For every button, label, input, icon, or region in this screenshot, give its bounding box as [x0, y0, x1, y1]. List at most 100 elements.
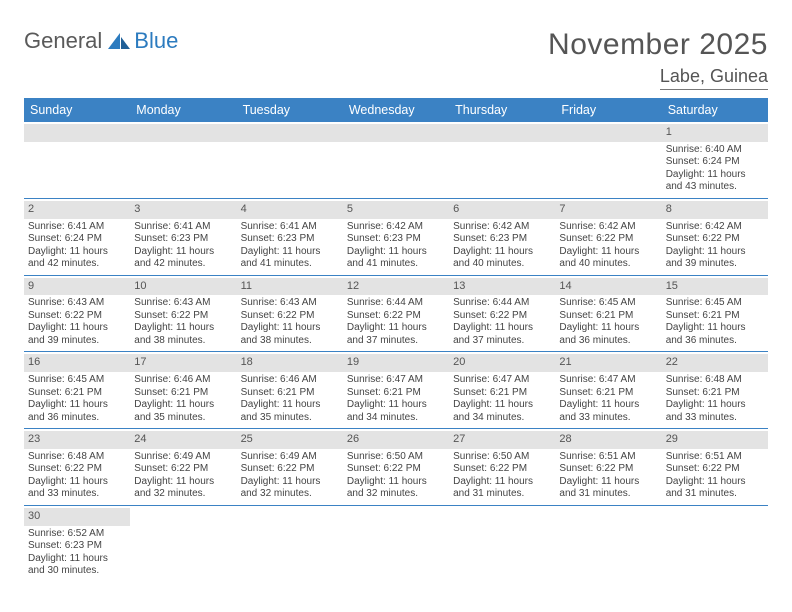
- day-number: 7: [555, 201, 661, 219]
- sunset-line: Sunset: 6:22 PM: [347, 310, 445, 323]
- calendar-cell: 1Sunrise: 6:40 AMSunset: 6:24 PMDaylight…: [662, 122, 768, 198]
- daylight-line-2: and 31 minutes.: [666, 488, 764, 501]
- sunrise-line: Sunrise: 6:45 AM: [666, 297, 764, 310]
- daylight-line-2: and 33 minutes.: [28, 488, 126, 501]
- weekday-label: Thursday: [449, 98, 555, 122]
- daylight-line-1: Daylight: 11 hours: [453, 476, 551, 489]
- sunrise-line: Sunrise: 6:48 AM: [28, 451, 126, 464]
- weekday-label: Wednesday: [343, 98, 449, 122]
- sunset-line: Sunset: 6:23 PM: [241, 233, 339, 246]
- daylight-line-1: Daylight: 11 hours: [347, 399, 445, 412]
- month-title: November 2025: [548, 28, 768, 62]
- sunrise-line: Sunrise: 6:47 AM: [453, 374, 551, 387]
- daylight-line-2: and 34 minutes.: [453, 412, 551, 425]
- daylight-line-1: Daylight: 11 hours: [134, 246, 232, 259]
- sail-icon: [106, 31, 132, 51]
- calendar-week: 16Sunrise: 6:45 AMSunset: 6:21 PMDayligh…: [24, 352, 768, 429]
- sunrise-line: Sunrise: 6:41 AM: [28, 221, 126, 234]
- daylight-line-1: Daylight: 11 hours: [134, 322, 232, 335]
- calendar-cell: 9Sunrise: 6:43 AMSunset: 6:22 PMDaylight…: [24, 276, 130, 352]
- calendar-cell: 25Sunrise: 6:49 AMSunset: 6:22 PMDayligh…: [237, 429, 343, 505]
- sunrise-line: Sunrise: 6:43 AM: [241, 297, 339, 310]
- calendar-cell: 15Sunrise: 6:45 AMSunset: 6:21 PMDayligh…: [662, 276, 768, 352]
- sunset-line: Sunset: 6:24 PM: [28, 233, 126, 246]
- sunrise-line: Sunrise: 6:50 AM: [347, 451, 445, 464]
- day-number: 12: [343, 278, 449, 296]
- daylight-line-1: Daylight: 11 hours: [559, 246, 657, 259]
- day-number: 26: [343, 431, 449, 449]
- sunset-line: Sunset: 6:21 PM: [666, 310, 764, 323]
- daylight-line-2: and 31 minutes.: [559, 488, 657, 501]
- sunset-line: Sunset: 6:22 PM: [28, 463, 126, 476]
- sunrise-line: Sunrise: 6:50 AM: [453, 451, 551, 464]
- day-number: 24: [130, 431, 236, 449]
- brand-part1: General: [24, 28, 102, 54]
- daylight-line-2: and 43 minutes.: [666, 181, 764, 194]
- weekday-label: Friday: [555, 98, 661, 122]
- calendar-cell: 11Sunrise: 6:43 AMSunset: 6:22 PMDayligh…: [237, 276, 343, 352]
- day-number: 14: [555, 278, 661, 296]
- sunrise-line: Sunrise: 6:41 AM: [241, 221, 339, 234]
- daylight-line-2: and 31 minutes.: [453, 488, 551, 501]
- day-number: 8: [662, 201, 768, 219]
- daylight-line-1: Daylight: 11 hours: [559, 476, 657, 489]
- calendar-cell: 27 Sunrise: 6:50 AMSunset: 6:22 PMDayligh…: [449, 429, 555, 505]
- sunrise-line: Sunrise: 6:45 AM: [559, 297, 657, 310]
- sunrise-line: Sunrise: 6:44 AM: [347, 297, 445, 310]
- calendar-cell: [555, 506, 661, 582]
- sunrise-line: Sunrise: 6:42 AM: [453, 221, 551, 234]
- daylight-line-1: Daylight: 11 hours: [347, 476, 445, 489]
- daylight-line-2: and 40 minutes.: [453, 258, 551, 271]
- calendar-cell: 8Sunrise: 6:42 AMSunset: 6:22 PMDaylight…: [662, 199, 768, 275]
- calendar-cell: [343, 506, 449, 582]
- daynum-bar: [343, 124, 449, 142]
- weekday-label: Sunday: [24, 98, 130, 122]
- daylight-line-1: Daylight: 11 hours: [241, 246, 339, 259]
- calendar-cell: [343, 122, 449, 198]
- calendar-cell: 22Sunrise: 6:48 AMSunset: 6:21 PMDayligh…: [662, 352, 768, 428]
- calendar: SundayMondayTuesdayWednesdayThursdayFrid…: [24, 98, 768, 582]
- sunrise-line: Sunrise: 6:44 AM: [453, 297, 551, 310]
- daylight-line-1: Daylight: 11 hours: [347, 246, 445, 259]
- calendar-cell: 14Sunrise: 6:45 AMSunset: 6:21 PMDayligh…: [555, 276, 661, 352]
- daylight-line-1: Daylight: 11 hours: [666, 169, 764, 182]
- calendar-cell: 2Sunrise: 6:41 AMSunset: 6:24 PMDaylight…: [24, 199, 130, 275]
- calendar-cell: [449, 506, 555, 582]
- weekday-label: Tuesday: [237, 98, 343, 122]
- day-number: 17: [130, 354, 236, 372]
- sunset-line: Sunset: 6:21 PM: [134, 387, 232, 400]
- day-number: 27: [449, 431, 555, 449]
- daylight-line-2: and 42 minutes.: [28, 258, 126, 271]
- daylight-line-2: and 35 minutes.: [241, 412, 339, 425]
- sunset-line: Sunset: 6:22 PM: [28, 310, 126, 323]
- sunset-line: Sunset: 6:22 PM: [559, 233, 657, 246]
- sunset-line: Sunset: 6:22 PM: [559, 463, 657, 476]
- calendar-cell: 24Sunrise: 6:49 AMSunset: 6:22 PMDayligh…: [130, 429, 236, 505]
- daylight-line-1: Daylight: 11 hours: [134, 476, 232, 489]
- day-number: 15: [662, 278, 768, 296]
- day-number: 4: [237, 201, 343, 219]
- daylight-line-2: and 32 minutes.: [134, 488, 232, 501]
- day-number: 28: [555, 431, 661, 449]
- sunset-line: Sunset: 6:21 PM: [559, 310, 657, 323]
- daylight-line-1: Daylight: 11 hours: [666, 476, 764, 489]
- calendar-cell: 30Sunrise: 6:52 AMSunset: 6:23 PMDayligh…: [24, 506, 130, 582]
- day-number: 10: [130, 278, 236, 296]
- calendar-week: 23Sunrise: 6:48 AMSunset: 6:22 PMDayligh…: [24, 429, 768, 506]
- calendar-cell: 7Sunrise: 6:42 AMSunset: 6:22 PMDaylight…: [555, 199, 661, 275]
- calendar-cell: 12Sunrise: 6:44 AMSunset: 6:22 PMDayligh…: [343, 276, 449, 352]
- sunset-line: Sunset: 6:23 PM: [453, 233, 551, 246]
- calendar-cell: [237, 506, 343, 582]
- daylight-line-1: Daylight: 11 hours: [241, 322, 339, 335]
- daylight-line-1: Daylight: 11 hours: [453, 246, 551, 259]
- daylight-line-1: Daylight: 11 hours: [28, 476, 126, 489]
- calendar-cell: [130, 506, 236, 582]
- day-number: 13: [449, 278, 555, 296]
- sunset-line: Sunset: 6:22 PM: [453, 463, 551, 476]
- daylight-line-2: and 36 minutes.: [28, 412, 126, 425]
- daylight-line-2: and 41 minutes.: [347, 258, 445, 271]
- day-number: 30: [24, 508, 130, 526]
- sunrise-line: Sunrise: 6:47 AM: [559, 374, 657, 387]
- day-number: 18: [237, 354, 343, 372]
- calendar-cell: 10Sunrise: 6:43 AMSunset: 6:22 PMDayligh…: [130, 276, 236, 352]
